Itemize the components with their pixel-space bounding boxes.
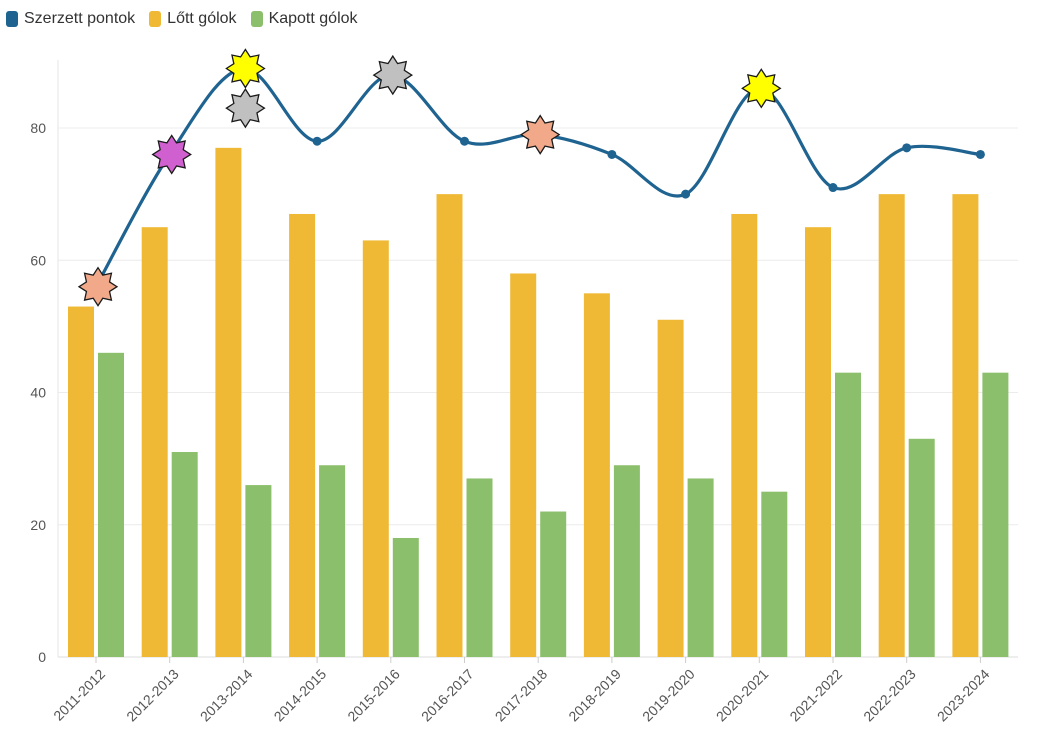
x-tick-label-2011-2012: 2011-2012	[50, 666, 108, 724]
legend-swatch-goals-conceded	[250, 11, 263, 27]
x-tick-label-2013-2014: 2013-2014	[197, 666, 256, 725]
legend-swatch-goals-scored	[149, 11, 162, 27]
y-tick-label-60: 60	[30, 252, 46, 268]
bar-goals-scored-2012-2013[interactable]	[141, 227, 168, 657]
bar-goals-scored-2013-2014[interactable]	[215, 147, 242, 657]
bar-goals-scored-2020-2021[interactable]	[731, 213, 758, 657]
x-tick-label-2021-2022: 2021-2022	[786, 666, 845, 725]
bar-goals-scored-2014-2015[interactable]	[289, 213, 316, 657]
bar-goals-scored-2021-2022[interactable]	[805, 227, 831, 657]
star-marker-2013-2014-3[interactable]	[225, 87, 266, 129]
y-tick-label-80: 80	[30, 120, 46, 136]
bar-goals-scored-2019-2020[interactable]	[657, 319, 684, 657]
x-tick-label-2019-2020: 2019-2020	[639, 666, 698, 725]
point-2022-2023[interactable]	[902, 143, 912, 153]
bar-goals-conceded-2016-2017[interactable]	[466, 478, 493, 657]
bar-goals-scored-2011-2012[interactable]	[68, 306, 94, 657]
bar-goals-conceded-2022-2023[interactable]	[908, 438, 935, 657]
x-tick-label-2022-2023: 2022-2023	[860, 666, 919, 725]
y-tick-label-40: 40	[30, 385, 46, 401]
bar-goals-conceded-2012-2013[interactable]	[171, 452, 198, 657]
bar-goals-conceded-2023-2024[interactable]	[982, 372, 1009, 657]
star-marker-2017-2018-5[interactable]	[519, 114, 561, 155]
bar-goals-conceded-2015-2016[interactable]	[392, 537, 419, 657]
bar-goals-scored-2018-2019[interactable]	[583, 293, 610, 657]
bar-goals-conceded-2011-2012[interactable]	[98, 352, 124, 657]
bar-goals-conceded-2018-2019[interactable]	[613, 465, 640, 657]
markers-group	[77, 48, 782, 307]
bar-goals-scored-2016-2017[interactable]	[436, 194, 463, 657]
bar-goals-scored-2017-2018[interactable]	[510, 273, 537, 657]
legend-label-points: Szerzett pontok	[24, 10, 136, 27]
point-2014-2015[interactable]	[312, 136, 322, 146]
bar-goals-conceded-2019-2020[interactable]	[687, 478, 714, 657]
bar-goals-scored-2022-2023[interactable]	[878, 194, 905, 657]
point-2019-2020[interactable]	[681, 189, 691, 199]
star-marker-2013-2014-2[interactable]	[225, 48, 266, 89]
star-marker-2012-2013-1[interactable]	[151, 134, 192, 175]
point-2018-2019[interactable]	[607, 149, 617, 159]
point-2023-2024[interactable]	[975, 149, 985, 159]
legend-item-points[interactable]: Szerzett pontok	[6, 10, 135, 28]
star-marker-2020-2021-6[interactable]	[741, 68, 782, 109]
legend-swatch-points	[6, 11, 18, 27]
bars-group	[68, 147, 1009, 657]
legend: Szerzett pontok Lőtt gólok Kapott gólok	[6, 10, 358, 28]
legend-label-goals-conceded: Kapott gólok	[268, 10, 358, 27]
x-axis: 2011-2012 2012-2013 2013-2014 2014-2015 2015…	[50, 657, 993, 725]
bar-goals-conceded-2020-2021[interactable]	[761, 491, 788, 657]
bar-goals-conceded-2014-2015[interactable]	[319, 465, 346, 657]
x-tick-label-2016-2017: 2016-2017	[418, 666, 477, 725]
point-2016-2017[interactable]	[460, 136, 469, 146]
x-tick-label-2015-2016: 2015-2016	[344, 666, 403, 725]
legend-label-goals-scored: Lőtt gólok	[167, 10, 237, 27]
x-tick-label-2014-2015: 2014-2015	[271, 666, 330, 725]
point-2021-2022[interactable]	[828, 183, 838, 193]
legend-item-goals-scored[interactable]: Lőtt gólok	[149, 10, 237, 28]
x-tick-label-2017-2018: 2017-2018	[492, 666, 551, 725]
gridlines	[58, 127, 1018, 658]
x-tick-label-2023-2024: 2023-2024	[934, 666, 993, 725]
x-tick-label-2012-2013: 2012-2013	[123, 666, 182, 725]
star-marker-2011-2012-0[interactable]	[77, 266, 119, 307]
y-tick-label-0: 0	[38, 649, 46, 665]
bar-goals-conceded-2013-2014[interactable]	[245, 485, 272, 657]
star-marker-2015-2016-4[interactable]	[372, 54, 414, 96]
bar-goals-scored-2023-2024[interactable]	[952, 194, 979, 657]
y-tick-label-20: 20	[30, 517, 46, 533]
x-tick-label-2020-2021: 2020-2021	[713, 666, 772, 725]
bar-goals-scored-2015-2016[interactable]	[362, 240, 389, 657]
bar-goals-conceded-2021-2022[interactable]	[835, 372, 861, 657]
y-axis: 0 20 40 60 80	[30, 60, 59, 665]
legend-item-goals-conceded[interactable]: Kapott gólok	[250, 10, 358, 28]
x-tick-label-2018-2019: 2018-2019	[565, 666, 624, 725]
bar-goals-conceded-2017-2018[interactable]	[540, 511, 567, 657]
